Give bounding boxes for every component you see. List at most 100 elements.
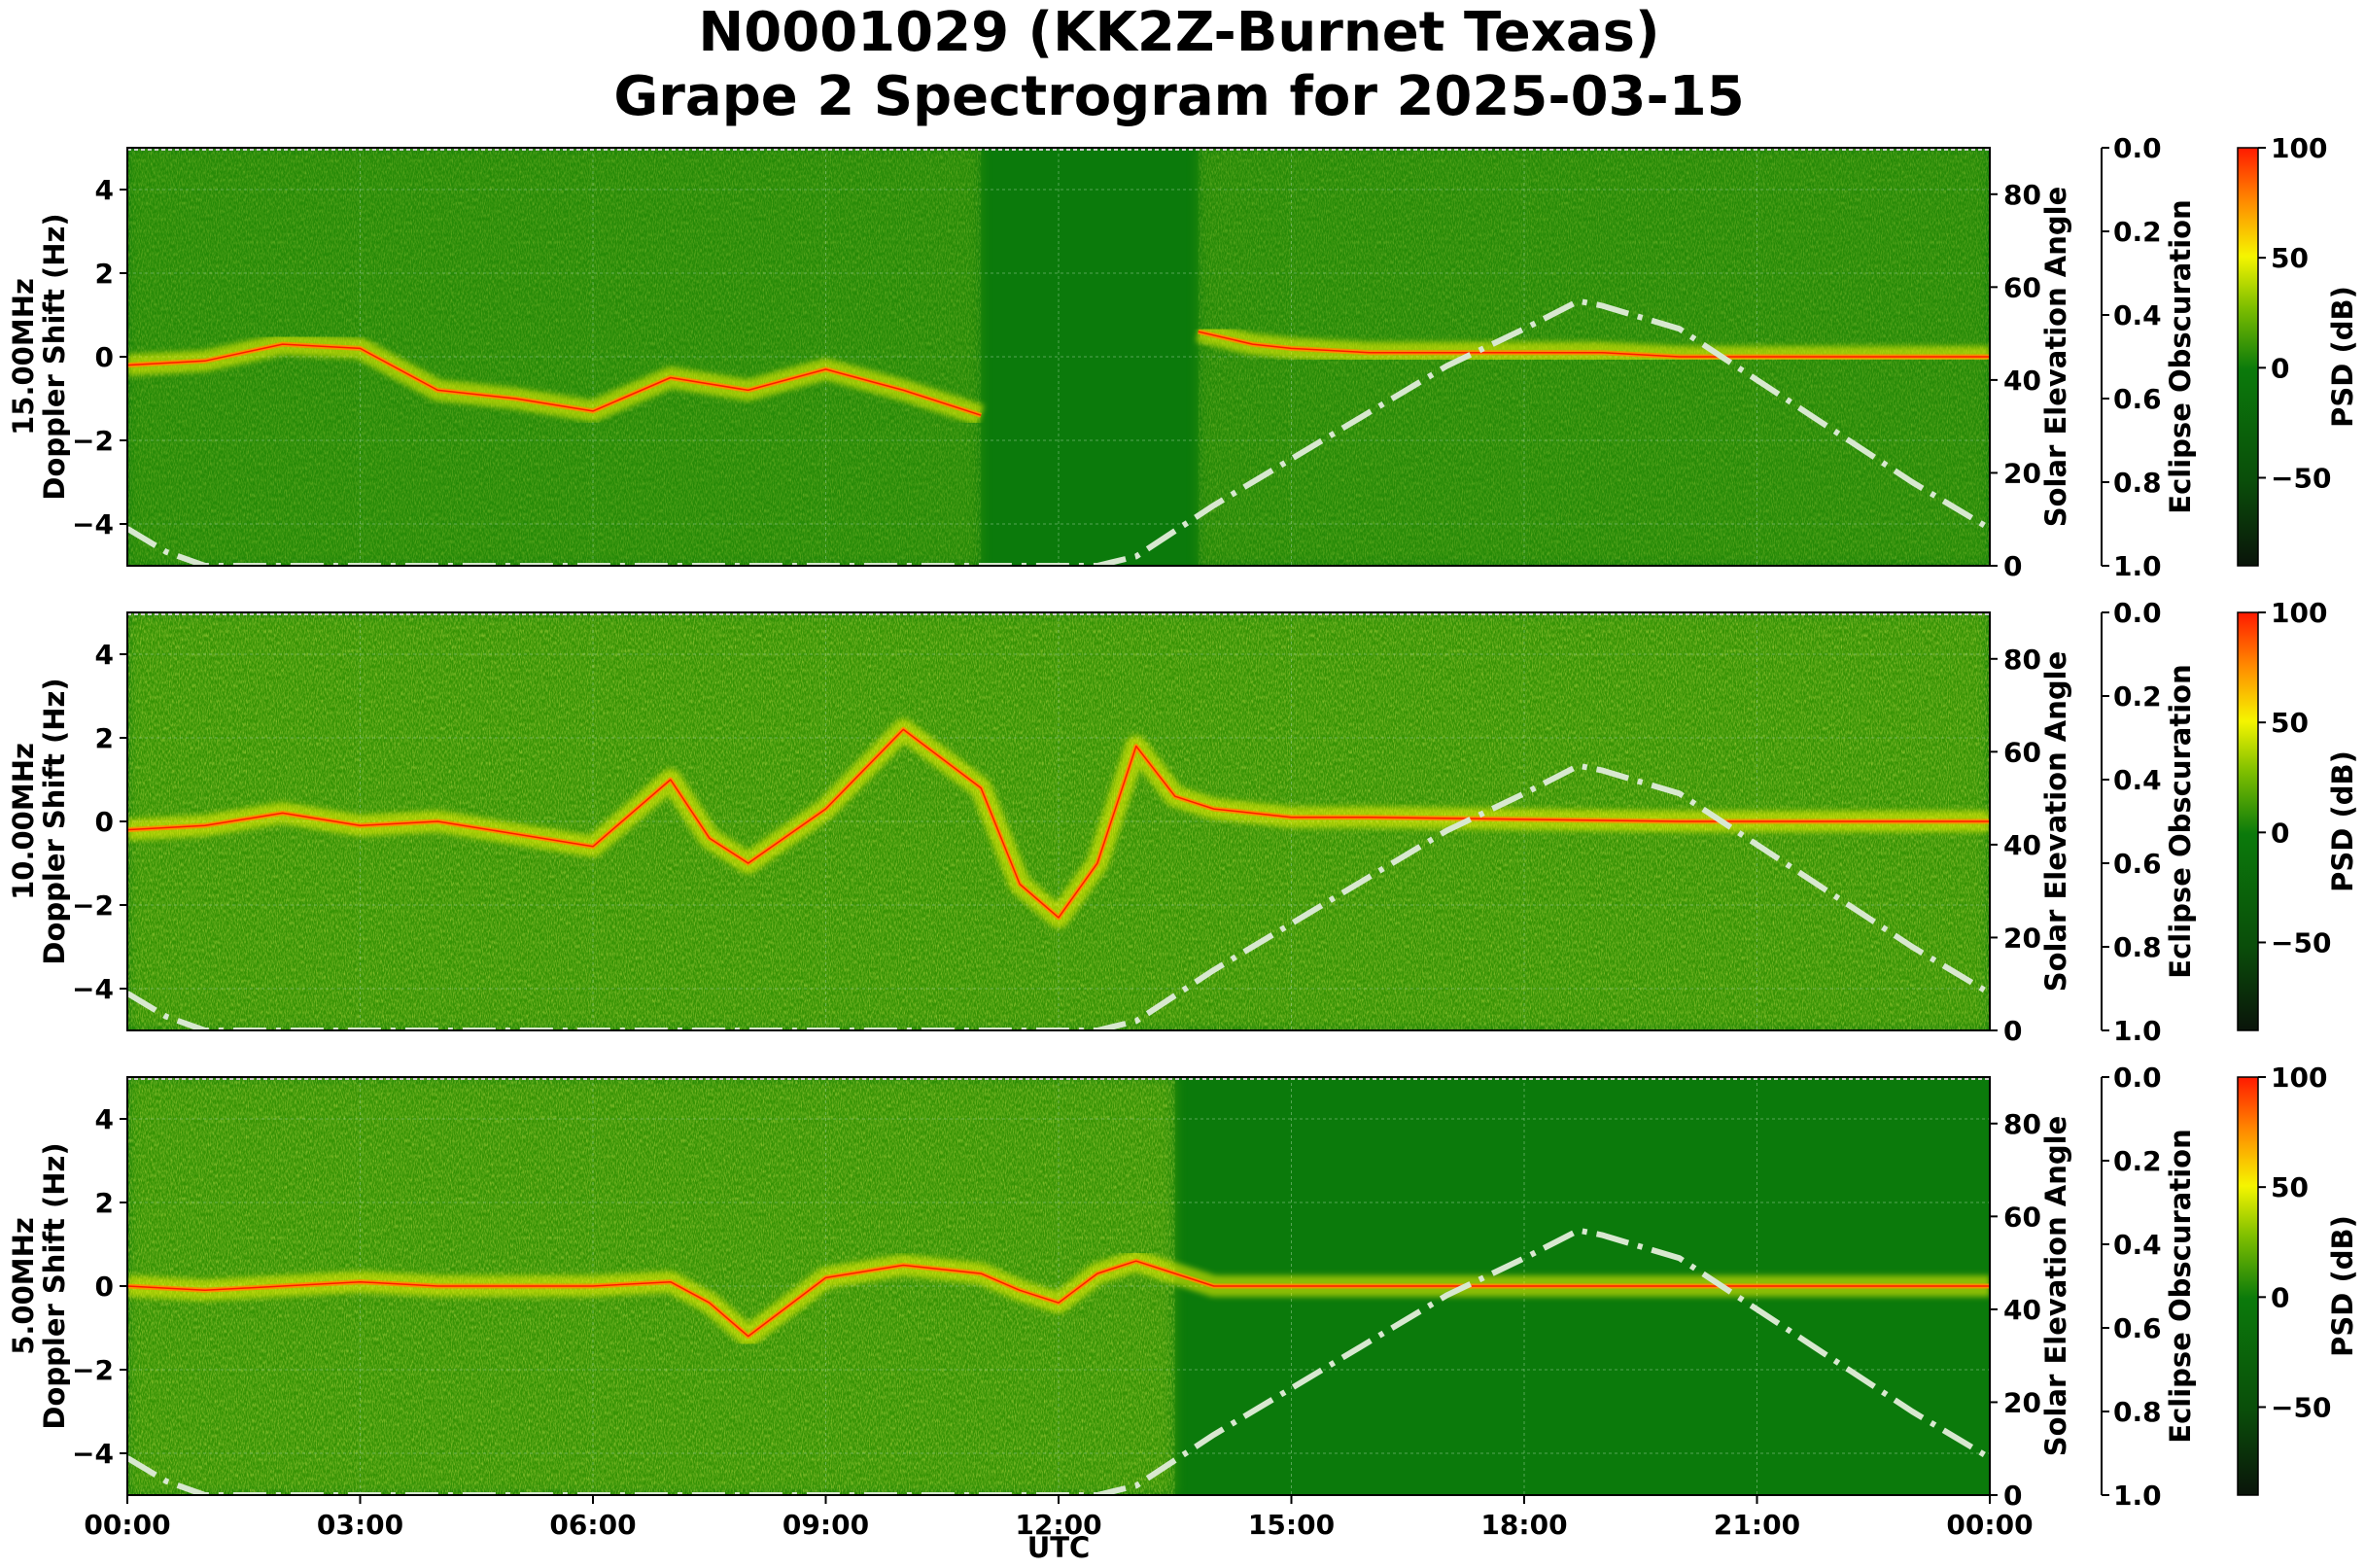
y-tick-label: −4 [72,508,114,540]
y2-tick-label: 0 [2003,1015,2022,1047]
y-tick-label: 4 [95,1103,114,1135]
colorbar [2237,611,2259,1031]
y-tick-label: 0 [95,1271,114,1303]
x-tick-label: 06:00 [549,1509,636,1541]
y2-tick-label: 0 [2003,1480,2022,1512]
y2-tick-label: 20 [2003,922,2041,954]
y2-tick-label: 60 [2003,271,2041,303]
doppler-trace-core [127,1260,1990,1338]
cbar-tick-label: 0 [2271,352,2289,384]
y-tick-label: 2 [95,722,114,754]
y-axis-label-doppler: Doppler Shift (Hz) [38,1142,71,1429]
y3-tick-label: 0.0 [2113,1062,2162,1094]
y3-tick-label: 0.2 [2113,680,2162,713]
doppler-trace-core [127,728,1990,919]
y2-tick-label: 40 [2003,365,2041,397]
y3-tick-label: 0.4 [2113,299,2162,331]
cbar-tick-label: 0 [2271,1281,2289,1313]
solar-elevation-label: Solar Elevation Angle [2039,651,2072,993]
figure-title-line1: N0001029 (KK2Z-Burnet Texas) [698,1,1659,64]
cbar-tick-label: 50 [2271,1171,2309,1203]
y3-tick-label: 0.8 [2113,467,2162,499]
y3-tick-label: 1.0 [2113,550,2162,582]
y-tick-label: 4 [95,174,114,206]
spectrogram-image [127,612,1990,1030]
x-tick-label: 03:00 [317,1509,403,1541]
y-axis-label-frequency: 5.00MHz [7,1217,40,1355]
y-tick-label: 2 [95,258,114,290]
y3-tick-label: 0.0 [2113,597,2162,629]
solar-elevation-curve [127,1227,1990,1495]
cbar-tick-label: 100 [2271,1062,2327,1094]
cbar-tick-label: 50 [2271,242,2309,274]
y3-tick-label: 0.2 [2113,216,2162,248]
y3-tick-label: 0.8 [2113,931,2162,963]
figure-title-line2: Grape 2 Spectrogram for 2025-03-15 [613,65,1744,128]
y2-tick-label: 0 [2003,550,2022,582]
spectrogram-image [127,1077,1990,1495]
doppler-trace-core [127,343,982,416]
y3-tick-label: 0.6 [2113,848,2162,880]
spectrogram-image [127,148,1990,566]
cbar-tick-label: 100 [2271,597,2327,629]
cbar-tick-label: 0 [2271,817,2289,849]
y2-tick-label: 40 [2003,1294,2041,1326]
y-axis-label-doppler: Doppler Shift (Hz) [38,213,71,500]
y3-tick-label: 1.0 [2113,1480,2162,1512]
x-tick-label: 00:00 [1946,1509,2033,1541]
y2-tick-label: 60 [2003,736,2041,768]
eclipse-obscuration-label: Eclipse Obscuration [2164,199,2197,513]
solar-elevation-curve [127,297,1990,566]
x-tick-label: 12:00 [1015,1509,1101,1541]
solar-elevation-curve [127,762,1990,1030]
x-tick-label: 09:00 [783,1509,869,1541]
y-tick-label: 4 [95,639,114,671]
y2-tick-label: 80 [2003,1108,2041,1140]
y-tick-label: −2 [72,1354,114,1386]
y2-tick-label: 80 [2003,179,2041,211]
y2-tick-label: 80 [2003,644,2041,676]
x-tick-label: 15:00 [1248,1509,1335,1541]
y3-tick-label: 0.2 [2113,1145,2162,1177]
y-tick-label: 0 [95,341,114,373]
y2-tick-label: 20 [2003,457,2041,489]
eclipse-obscuration-label: Eclipse Obscuration [2164,664,2197,978]
y-tick-label: 0 [95,806,114,838]
y-tick-label: −2 [72,425,114,457]
cbar-tick-label: 100 [2271,132,2327,164]
y-axis-label-doppler: Doppler Shift (Hz) [38,678,71,964]
y-axis-label-frequency: 15.00MHz [7,278,40,436]
cbar-tick-label: 50 [2271,707,2309,739]
y3-tick-label: 0.4 [2113,764,2162,796]
y-tick-label: −2 [72,889,114,922]
y3-tick-label: 0.4 [2113,1229,2162,1261]
doppler-trace-core [1198,331,1990,358]
y3-tick-label: 0.6 [2113,383,2162,415]
y3-tick-label: 1.0 [2113,1015,2162,1047]
colorbar-label: PSD (dB) [2326,286,2359,428]
x-axis: 00:00 03:00 06:00 09:00 12:00 15:00 18:00 21:00… [84,1495,2034,1541]
x-axis-label: UTC [1027,1531,1091,1564]
y3-tick-label: 0.0 [2113,132,2162,164]
solar-elevation-label: Solar Elevation Angle [2039,1116,2072,1457]
x-tick-label: 00:00 [84,1509,170,1541]
eclipse-obscuration-label: Eclipse Obscuration [2164,1129,2197,1443]
colorbar-label: PSD (dB) [2326,1215,2359,1357]
y3-tick-label: 0.8 [2113,1396,2162,1428]
y-axis-label-frequency: 10.00MHz [7,743,40,900]
colorbar-label: PSD (dB) [2326,750,2359,892]
colorbar [2237,147,2259,567]
solar-elevation-label: Solar Elevation Angle [2039,187,2072,528]
y-tick-label: 2 [95,1187,114,1219]
cbar-tick-label: −50 [2271,462,2331,494]
cbar-tick-label: −50 [2271,926,2331,958]
x-tick-label: 18:00 [1480,1509,1567,1541]
y3-tick-label: 0.6 [2113,1312,2162,1344]
y2-tick-label: 60 [2003,1201,2041,1233]
y2-tick-label: 20 [2003,1386,2041,1418]
x-tick-label: 21:00 [1714,1509,1800,1541]
